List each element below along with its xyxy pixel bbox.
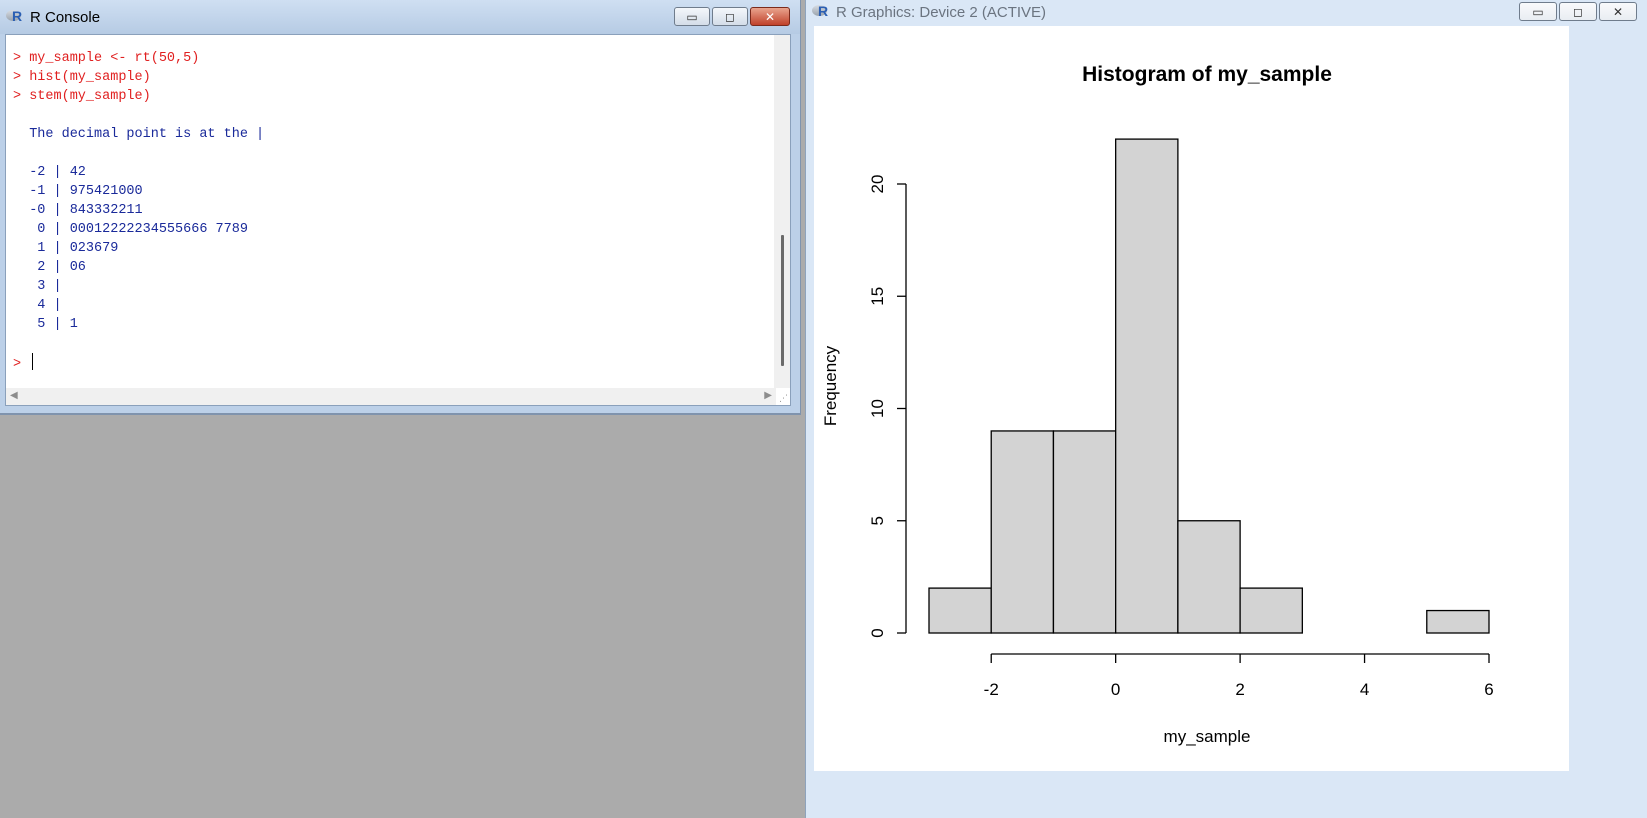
text-cursor <box>32 353 34 370</box>
console-output-line: The decimal point is at the | <box>13 127 265 142</box>
console-horizontal-scrollbar[interactable]: ◀ ▶ <box>6 388 776 405</box>
graphics-title: R Graphics: Device 2 (ACTIVE) <box>836 3 1047 21</box>
graphics-minimize-button[interactable]: ▭ <box>1519 2 1557 21</box>
y-tick-label: 5 <box>868 516 887 525</box>
y-axis-label: Frequency <box>821 345 840 426</box>
x-tick-label: 4 <box>1360 680 1369 699</box>
close-icon: ✕ <box>1612 4 1624 19</box>
console-output-line: -2 | 42 <box>13 165 86 180</box>
console-output-line: 5 | 1 <box>13 317 78 332</box>
minimize-icon: ▭ <box>1532 4 1544 19</box>
r-graphics-window: R R Graphics: Device 2 (ACTIVE) ▭ ◻ ✕ Hi… <box>805 0 1647 818</box>
y-tick-label: 0 <box>868 628 887 637</box>
console-blank-line <box>13 106 264 125</box>
console-output-line: 1 | 023679 <box>13 241 119 256</box>
maximize-icon: ◻ <box>1573 4 1583 19</box>
chart-title: Histogram of my_sample <box>1082 63 1332 86</box>
maximize-icon: ◻ <box>725 9 735 24</box>
histogram-bar <box>1177 520 1241 634</box>
console-title: R Console <box>30 8 101 26</box>
minimize-icon: ▭ <box>686 9 698 24</box>
console-output-line: 0 | 00012222234555666 7789 <box>13 222 248 237</box>
scroll-right-arrow-icon[interactable]: ▶ <box>764 390 772 401</box>
console-output-line: -1 | 975421000 <box>13 184 143 199</box>
console-blank-line <box>13 334 264 353</box>
scroll-left-arrow-icon[interactable]: ◀ <box>10 390 18 401</box>
console-vertical-scrollbar[interactable] <box>774 35 790 388</box>
histogram-bar <box>1239 587 1303 634</box>
histogram-bar <box>1115 138 1179 634</box>
histogram-bar <box>1426 609 1490 634</box>
graphics-maximize-button[interactable]: ◻ <box>1559 2 1597 21</box>
r-logo-icon: R <box>812 3 832 20</box>
console-blank-line <box>13 144 264 163</box>
console-maximize-button[interactable]: ◻ <box>712 7 748 26</box>
histogram-chart: Histogram of my_sample my_sample Frequen… <box>821 63 1494 746</box>
x-tick-label: -2 <box>984 680 999 699</box>
x-tick-label: 2 <box>1235 680 1244 699</box>
vertical-scroll-thumb[interactable] <box>781 235 784 366</box>
x-tick-label: 0 <box>1111 680 1120 699</box>
histogram-bar <box>1052 430 1117 634</box>
console-command-line: > stem(my_sample) <box>13 89 151 104</box>
console-minimize-button[interactable]: ▭ <box>674 7 710 26</box>
console-prompt[interactable]: > <box>13 353 264 374</box>
r-logo-icon: R <box>6 8 26 25</box>
prompt-symbol: > <box>13 357 30 372</box>
resize-grip-icon[interactable]: ⋰ <box>779 394 788 404</box>
console-output-line: 4 | <box>13 298 62 313</box>
console-title-bar[interactable]: R R Console ▭ ◻ ✕ <box>0 0 800 34</box>
y-tick-label: 20 <box>868 175 887 194</box>
console-output-line: 2 | 06 <box>13 260 86 275</box>
y-tick-label: 15 <box>868 287 887 306</box>
y-tick-label: 10 <box>868 399 887 418</box>
close-icon: ✕ <box>764 9 776 24</box>
x-tick-label: 6 <box>1484 680 1493 699</box>
graphics-close-button[interactable]: ✕ <box>1599 2 1637 21</box>
r-console-window: R R Console ▭ ◻ ✕ > my_sample <- rt(50,5… <box>0 0 801 415</box>
console-close-button[interactable]: ✕ <box>750 7 790 26</box>
console-output-line: -0 | 843332211 <box>13 203 143 218</box>
x-axis-label: my_sample <box>1164 727 1251 746</box>
console-text: > my_sample <- rt(50,5) > hist(my_sample)… <box>13 49 264 374</box>
console-command-line: > my_sample <- rt(50,5) <box>13 51 200 66</box>
console-output-line: 3 | <box>13 279 62 294</box>
console-output-area[interactable]: > my_sample <- rt(50,5) > hist(my_sample)… <box>5 34 791 406</box>
histogram-bar <box>928 587 992 634</box>
console-command-line: > hist(my_sample) <box>13 70 151 85</box>
plot-area: Histogram of my_sample my_sample Frequen… <box>814 26 1569 771</box>
graphics-title-bar[interactable]: R R Graphics: Device 2 (ACTIVE) ▭ ◻ ✕ <box>806 0 1647 24</box>
histogram-bar <box>990 430 1055 634</box>
